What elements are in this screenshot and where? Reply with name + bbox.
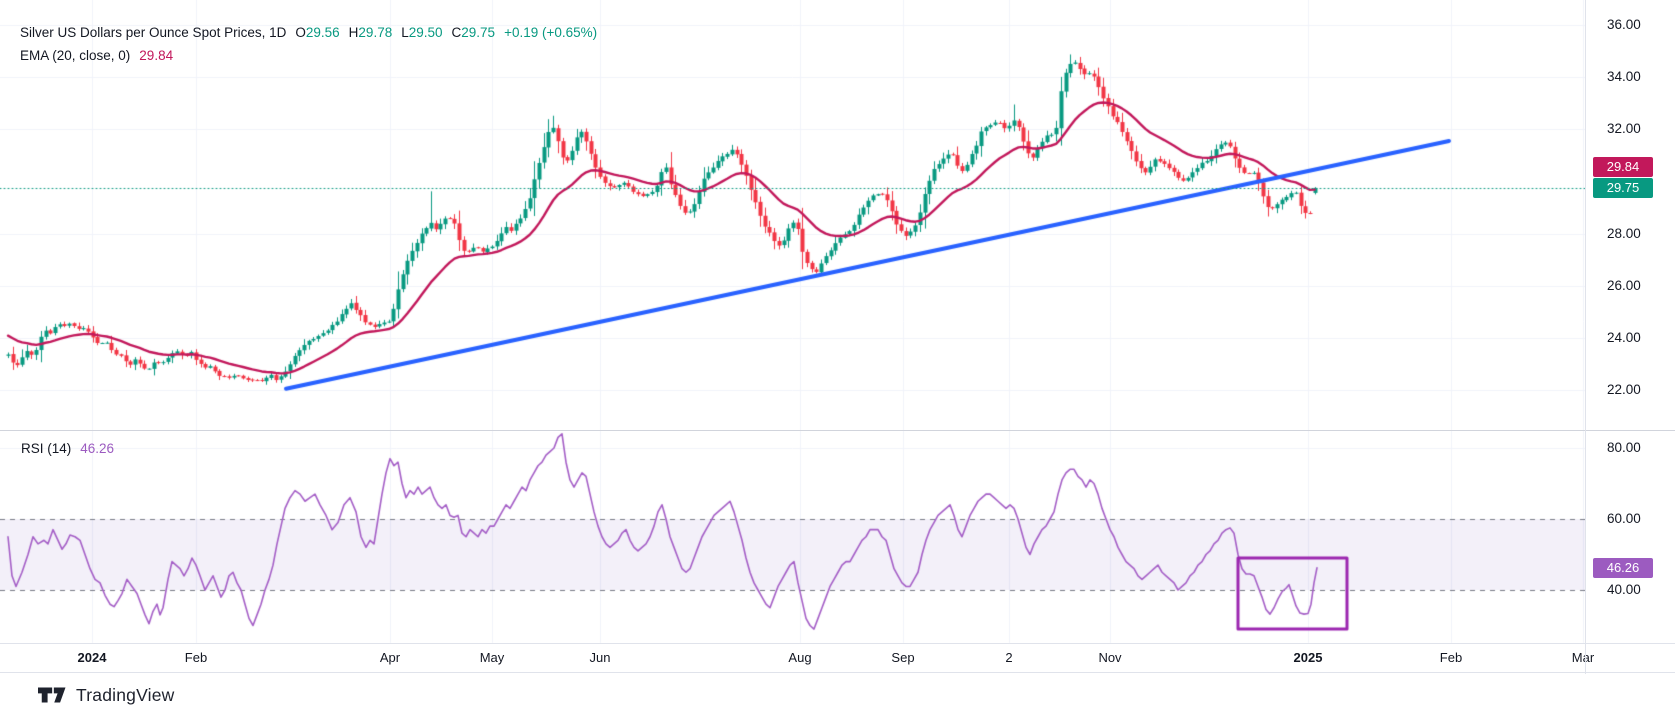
price-tick: 34.00 bbox=[1607, 69, 1641, 85]
legend-row-ema[interactable]: EMA (20, close, 0) 29.84 bbox=[20, 44, 597, 67]
rsi-tick: 80.00 bbox=[1607, 440, 1641, 455]
ohlc-open-value: 29.56 bbox=[305, 25, 340, 40]
price-tick: 26.00 bbox=[1607, 277, 1641, 293]
price-tick: 22.00 bbox=[1607, 381, 1641, 397]
time-axis-label: 2 bbox=[1005, 650, 1013, 665]
ohlc-high-value: 29.78 bbox=[358, 25, 393, 40]
ohlc-high-key: H bbox=[348, 25, 359, 40]
ema-value: 29.84 bbox=[139, 48, 174, 63]
ohlc-low-key: L bbox=[401, 25, 409, 40]
footer: TradingView bbox=[0, 674, 1675, 718]
pane-separator-handle[interactable] bbox=[0, 430, 1675, 431]
price-tick: 32.00 bbox=[1607, 121, 1641, 137]
time-axis-label: 2025 bbox=[1293, 650, 1323, 665]
legend-row-symbol[interactable]: Silver US Dollars per Ounce Spot Prices,… bbox=[20, 21, 597, 44]
rsi-label: RSI (14) bbox=[21, 441, 72, 456]
rsi-legend-row[interactable]: RSI (14) 46.26 bbox=[21, 441, 114, 456]
time-axis-label: Sep bbox=[891, 650, 915, 665]
price-tick: 36.00 bbox=[1607, 17, 1641, 32]
time-axis-label: Feb bbox=[184, 650, 208, 665]
axis-border bbox=[1585, 0, 1586, 674]
symbol-legend: Silver US Dollars per Ounce Spot Prices,… bbox=[20, 21, 597, 67]
time-axis-label: Jun bbox=[589, 650, 611, 665]
brand-name[interactable]: TradingView bbox=[76, 685, 175, 705]
time-axis-label: Apr bbox=[379, 650, 401, 665]
ohlc-low-value: 29.50 bbox=[408, 25, 443, 40]
rsi-value: 46.26 bbox=[80, 441, 115, 456]
ema-label: EMA (20, close, 0) bbox=[20, 48, 131, 63]
change-value: +0.19 (+0.65%) bbox=[504, 25, 598, 40]
price-tick: 24.00 bbox=[1607, 329, 1641, 345]
rsi-value-badge: 46.26 bbox=[1593, 558, 1653, 578]
tradingview-logo-icon[interactable] bbox=[38, 685, 68, 705]
rsi-tick: 60.00 bbox=[1607, 511, 1641, 526]
rsi-tick: 40.00 bbox=[1607, 582, 1641, 597]
symbol-title: Silver US Dollars per Ounce Spot Prices,… bbox=[20, 25, 287, 40]
time-axis-label: 2024 bbox=[77, 650, 107, 665]
time-axis-label: Nov bbox=[1098, 650, 1122, 665]
time-axis-label: Mar bbox=[1571, 650, 1595, 665]
price-axis[interactable]: 29.84 29.75 46.26 36.00 34.00 32.00 28.00 26… bbox=[1586, 0, 1675, 643]
time-axis-label: May bbox=[479, 650, 505, 665]
time-axis[interactable]: 2024 Feb Apr May Jun Aug Sep 2 Nov 2025 Feb Mar bbox=[0, 643, 1675, 673]
time-axis-label: Feb bbox=[1439, 650, 1463, 665]
price-tick: 28.00 bbox=[1607, 225, 1641, 241]
ohlc-close-value: 29.75 bbox=[461, 25, 496, 40]
ohlc-close-key: C bbox=[451, 25, 462, 40]
time-axis-label: Aug bbox=[788, 650, 812, 665]
last-price-badge: 29.75 bbox=[1593, 178, 1653, 198]
ema-price-badge: 29.84 bbox=[1593, 157, 1653, 177]
ohlc-open-key: O bbox=[295, 25, 306, 40]
